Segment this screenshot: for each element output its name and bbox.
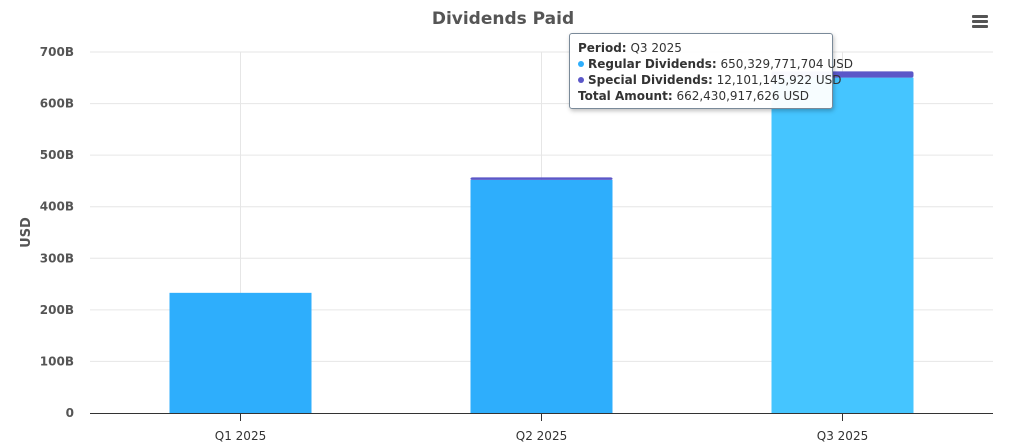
y-tick-label: 700B [40,45,74,59]
y-tick-label: 300B [40,251,74,265]
regular-series-marker [578,61,584,67]
tooltip-period-value: Q3 2025 [630,41,682,55]
y-tick-label: 200B [40,303,74,317]
tooltip-total-row: Total Amount: 662,430,917,626 USD [578,88,824,104]
bar-special-dividends[interactable] [470,177,613,180]
hamburger-menu-icon[interactable] [968,11,992,33]
special-series-marker [578,77,584,83]
tooltip-special-label: Special Dividends: [588,73,713,87]
x-tick-label: Q3 2025 [817,429,868,443]
bar-regular-dividends[interactable] [470,179,613,413]
bar-regular-dividends[interactable] [771,77,914,413]
tooltip-total-value: 662,430,917,626 USD [676,89,809,103]
chart-tooltip: Period: Q3 2025 Regular Dividends: 650,3… [569,33,853,109]
tooltip-regular-value: 650,329,771,704 USD [720,57,853,71]
tooltip-special-value: 12,101,145,922 USD [716,73,842,87]
y-tick-label: 600B [40,97,74,111]
tooltip-regular-row: Regular Dividends: 650,329,771,704 USD [578,56,853,72]
y-tick-label: 500B [40,148,74,162]
tooltip-special-row: Special Dividends: 12,101,145,922 USD [578,72,842,88]
bar-regular-dividends[interactable] [169,292,312,413]
tooltip-total-label: Total Amount: [578,89,673,103]
chart-title: Dividends Paid [431,9,575,29]
tooltip-regular-label: Regular Dividends: [588,57,717,71]
tooltip-period-row: Period: Q3 2025 [578,40,824,56]
y-tick-label: 0 [66,406,74,420]
y-tick-label: 400B [40,200,74,214]
x-tick-label: Q2 2025 [516,429,567,443]
y-tick-label: 100B [40,354,74,368]
x-tick-label: Q1 2025 [215,429,266,443]
y-axis-title: USD [19,217,34,248]
tooltip-period-label: Period: [578,41,627,55]
